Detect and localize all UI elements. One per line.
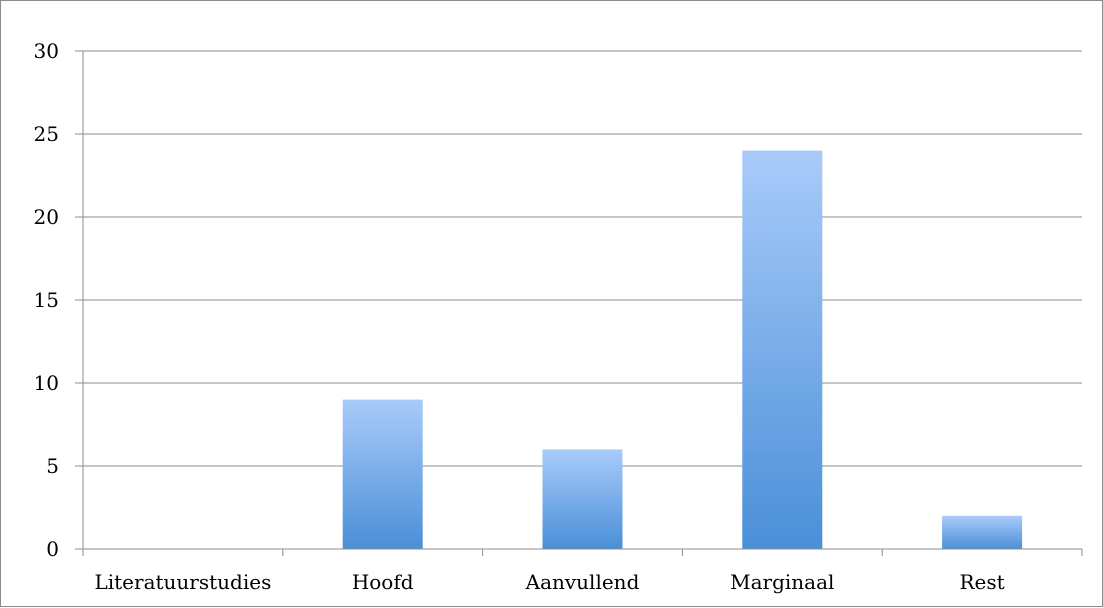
x-category-label: Hoofd: [352, 570, 414, 594]
x-category-label: Literatuurstudies: [94, 570, 271, 594]
bar-aanvullend: [543, 449, 623, 549]
y-tick-label: 25: [34, 122, 59, 146]
bar-marginaal: [742, 151, 822, 549]
bar-hoofd: [343, 400, 423, 549]
labels: 0 5 10 15 20 25 30 Literatuurstudies Hoofd Aanvul…: [34, 39, 1005, 594]
x-category-label: Marginaal: [730, 570, 834, 594]
bar-rest: [942, 516, 1022, 549]
y-tick-label: 0: [46, 537, 59, 561]
y-tick-label: 20: [34, 205, 59, 229]
x-category-label: Aanvullend: [525, 570, 640, 594]
y-tick-label: 30: [34, 39, 59, 63]
y-tick-label: 10: [34, 371, 59, 395]
bars: [343, 151, 1022, 549]
y-tick-label: 5: [46, 454, 59, 478]
gridlines: [75, 51, 1082, 466]
y-tick-label: 15: [34, 288, 59, 312]
x-category-label: Rest: [959, 570, 1004, 594]
